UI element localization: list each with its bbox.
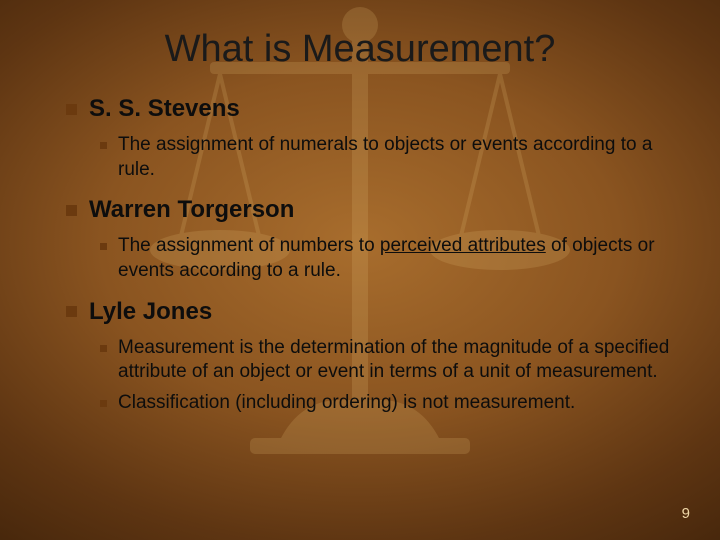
heading-text: Warren Torgerson xyxy=(89,196,294,224)
slide-title: What is Measurement? xyxy=(38,28,682,71)
bullet-icon xyxy=(100,243,107,250)
sub-item: Measurement is the determination of the … xyxy=(66,336,682,385)
section-jones: Lyle Jones Measurement is the determinat… xyxy=(38,298,682,416)
heading-text: Lyle Jones xyxy=(89,298,212,326)
heading-row: S. S. Stevens xyxy=(66,95,682,123)
bullet-icon xyxy=(66,306,77,317)
bullet-icon xyxy=(100,142,107,149)
sub-item: The assignment of numerals to objects or… xyxy=(66,133,682,182)
sub-text: The assignment of numbers to perceived a… xyxy=(118,234,682,283)
sub-text: Classification (including ordering) is n… xyxy=(118,391,575,416)
sub-item: The assignment of numbers to perceived a… xyxy=(66,234,682,283)
heading-text: S. S. Stevens xyxy=(89,95,240,123)
slide-content: What is Measurement? S. S. Stevens The a… xyxy=(0,0,720,416)
underlined-text: perceived attributes xyxy=(380,235,546,256)
page-number: 9 xyxy=(682,505,690,522)
bullet-icon xyxy=(66,205,77,216)
text-pre: The assignment of numbers to xyxy=(118,235,380,256)
heading-row: Warren Torgerson xyxy=(66,196,682,224)
section-torgerson: Warren Torgerson The assignment of numbe… xyxy=(38,196,682,283)
bullet-icon xyxy=(100,345,107,352)
bullet-icon xyxy=(100,400,107,407)
sub-item: Classification (including ordering) is n… xyxy=(66,391,682,416)
sub-text: Measurement is the determination of the … xyxy=(118,336,682,385)
sub-text: The assignment of numerals to objects or… xyxy=(118,133,682,182)
bullet-icon xyxy=(66,104,77,115)
section-stevens: S. S. Stevens The assignment of numerals… xyxy=(38,95,682,182)
heading-row: Lyle Jones xyxy=(66,298,682,326)
